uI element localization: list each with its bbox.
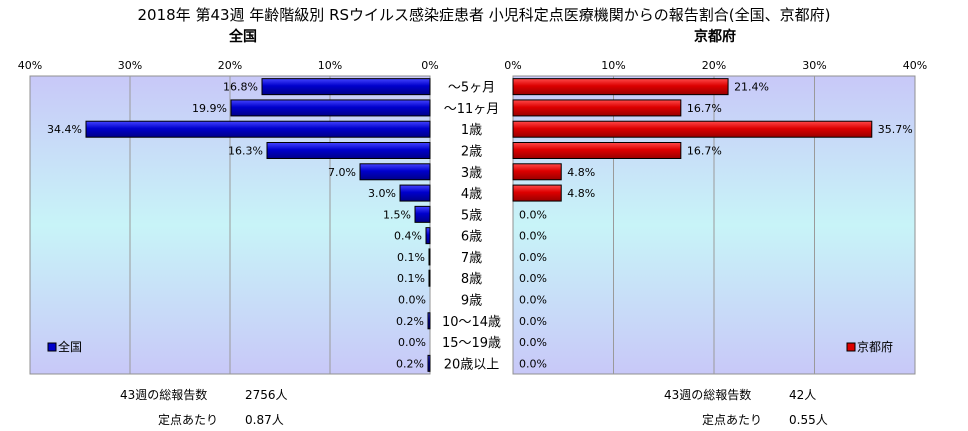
kyoto-legend-label: 京都府	[857, 339, 893, 354]
kyoto-x-tick-label: 30%	[802, 59, 826, 72]
national-bar	[425, 227, 431, 245]
category-label: 8歳	[461, 272, 482, 287]
national-panel-title: 全国	[229, 29, 257, 45]
kyoto-data-label: 0.0%	[519, 336, 547, 349]
national-data-label: 34.4%	[47, 123, 82, 136]
kyoto-bar	[512, 120, 873, 138]
national-data-label: 1.5%	[383, 208, 411, 221]
national-data-label: 0.2%	[396, 357, 424, 370]
kyoto-x-tick-label: 0%	[504, 59, 521, 72]
category-label: ～11ヶ月	[444, 102, 500, 117]
kyoto-data-label: 0.0%	[519, 208, 547, 221]
kyoto-data-label: 16.7%	[687, 145, 722, 158]
national-data-label: 0.0%	[398, 336, 426, 349]
kyoto-data-label: 0.0%	[519, 230, 547, 243]
national-data-label: 0.4%	[394, 230, 422, 243]
category-label: 7歳	[461, 251, 482, 266]
kyoto-bar	[512, 184, 562, 202]
category-label: 5歳	[461, 208, 482, 223]
national-bar	[85, 120, 431, 138]
national-bar	[428, 269, 431, 287]
national-bar	[261, 78, 431, 96]
kyoto-data-label: 0.0%	[519, 294, 547, 307]
national-bar	[230, 99, 431, 117]
national-data-label: 0.1%	[397, 251, 425, 264]
national-legend-label: 全国	[58, 339, 82, 354]
kyoto-total-value: 42人	[789, 388, 817, 402]
national-data-label: 3.0%	[368, 187, 396, 200]
national-x-tick-label: 20%	[218, 59, 242, 72]
kyoto-total-label: 43週の総報告数	[664, 388, 752, 402]
category-label: ～5ヶ月	[448, 81, 495, 96]
kyoto-x-tick-label: 10%	[601, 59, 625, 72]
kyoto-data-label: 0.0%	[519, 315, 547, 328]
category-label: 20歳以上	[444, 357, 500, 372]
chart-title: 2018年 第43週 年齢階級別 RSウイルス感染症患者 小児科定点医療機関から…	[137, 6, 831, 24]
kyoto-per-label: 定点あたり	[702, 413, 763, 427]
national-bar	[427, 312, 431, 330]
kyoto-bar	[512, 163, 562, 181]
national-bar	[414, 205, 431, 223]
national-bar	[399, 184, 431, 202]
category-label: 15～19歳	[442, 336, 501, 351]
category-label: 10～14歳	[442, 315, 501, 330]
category-label: 2歳	[461, 145, 482, 160]
kyoto-data-label: 0.0%	[519, 272, 547, 285]
national-data-label: 7.0%	[328, 166, 356, 179]
kyoto-x-tick-label: 20%	[702, 59, 726, 72]
category-label: 9歳	[461, 294, 482, 309]
kyoto-data-label: 0.0%	[519, 357, 547, 370]
kyoto-legend-swatch	[846, 342, 856, 352]
kyoto-bar	[512, 99, 682, 117]
national-bar	[428, 248, 431, 266]
national-total-label: 43週の総報告数	[120, 388, 208, 402]
national-data-label: 16.8%	[223, 81, 258, 94]
kyoto-bar	[512, 142, 682, 159]
kyoto-data-label: 35.7%	[878, 123, 913, 136]
category-label: 3歳	[461, 166, 482, 181]
national-x-tick-label: 10%	[318, 59, 342, 72]
national-data-label: 19.9%	[192, 102, 227, 115]
kyoto-data-label: 0.0%	[519, 251, 547, 264]
national-data-label: 0.1%	[397, 272, 425, 285]
national-bar	[266, 142, 431, 159]
kyoto-data-label: 4.8%	[567, 166, 595, 179]
national-per-label: 定点あたり	[158, 413, 219, 427]
national-data-label: 0.0%	[398, 294, 426, 307]
kyoto-bar	[512, 78, 729, 96]
national-x-tick-label: 0%	[421, 59, 438, 72]
national-legend-swatch	[47, 342, 57, 352]
category-label: 1歳	[461, 123, 482, 138]
kyoto-data-label: 16.7%	[687, 102, 722, 115]
kyoto-data-label: 4.8%	[567, 187, 595, 200]
kyoto-data-label: 21.4%	[734, 81, 769, 94]
category-label: 4歳	[461, 187, 482, 202]
national-data-label: 16.3%	[228, 145, 263, 158]
national-bar	[359, 163, 431, 181]
category-label: 6歳	[461, 230, 482, 245]
kyoto-panel-title: 京都府	[694, 29, 736, 45]
national-x-tick-label: 40%	[18, 59, 42, 72]
kyoto-x-tick-label: 40%	[903, 59, 927, 72]
national-data-label: 0.2%	[396, 315, 424, 328]
national-total-value: 2756人	[245, 388, 288, 402]
national-per-value: 0.87人	[245, 413, 284, 427]
kyoto-per-value: 0.55人	[789, 413, 828, 427]
national-bar	[427, 354, 431, 372]
national-x-tick-label: 30%	[118, 59, 142, 72]
